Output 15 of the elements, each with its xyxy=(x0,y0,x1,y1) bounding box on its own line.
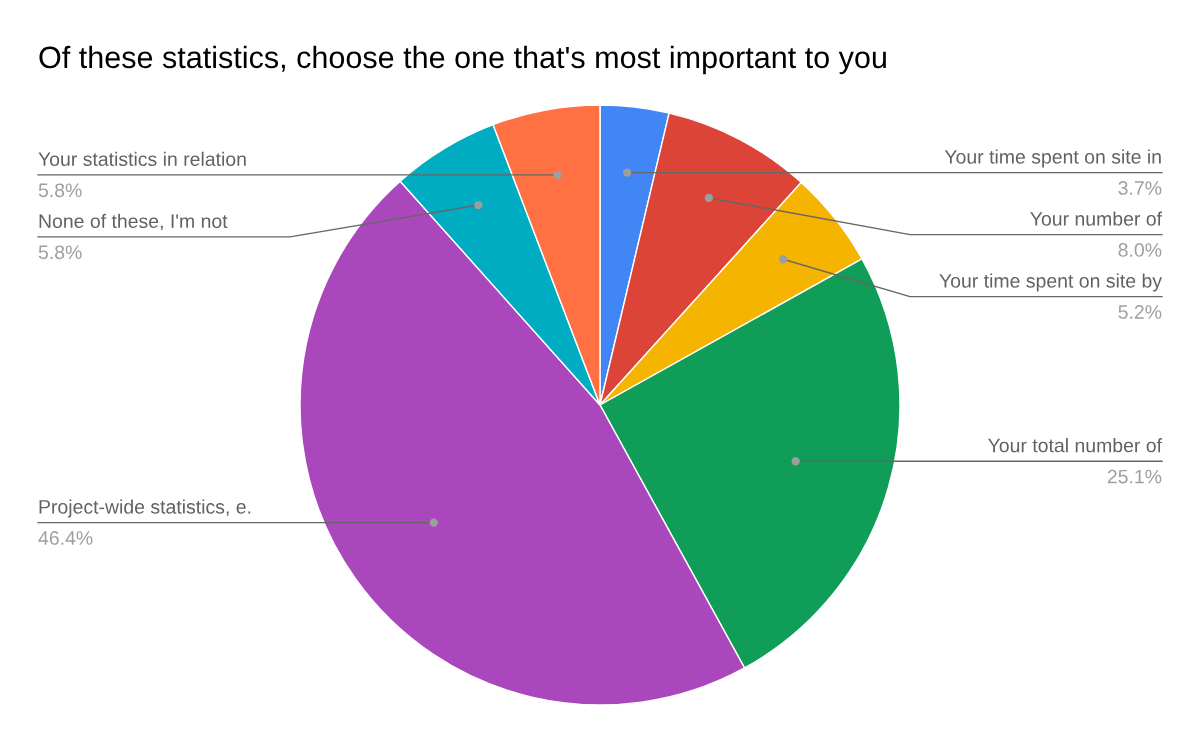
slice-label: Your time spent on site in xyxy=(944,149,1161,168)
data-label: 5.8% xyxy=(38,183,82,198)
data-label: 46.4% xyxy=(38,531,93,545)
data-label: 25.1% xyxy=(1107,469,1162,484)
chart-title: Of these statistics, choose the one that's most important to you xyxy=(39,45,886,75)
data-label: 3.7% xyxy=(1118,181,1162,195)
slice-label: Your time spent on site by xyxy=(939,273,1162,292)
slice-label: Your statistics in relation xyxy=(38,151,246,167)
slice-label: Project-wide statistics, e. xyxy=(39,499,251,518)
slice-label: Your total number of xyxy=(988,438,1163,453)
data-label: 5.8% xyxy=(38,245,82,260)
data-label: 5.2% xyxy=(1118,305,1162,319)
slice-label: None of these, I'm not xyxy=(39,213,228,231)
slice-label: Your number of xyxy=(1030,211,1163,226)
data-label: 8.0% xyxy=(1118,243,1162,257)
